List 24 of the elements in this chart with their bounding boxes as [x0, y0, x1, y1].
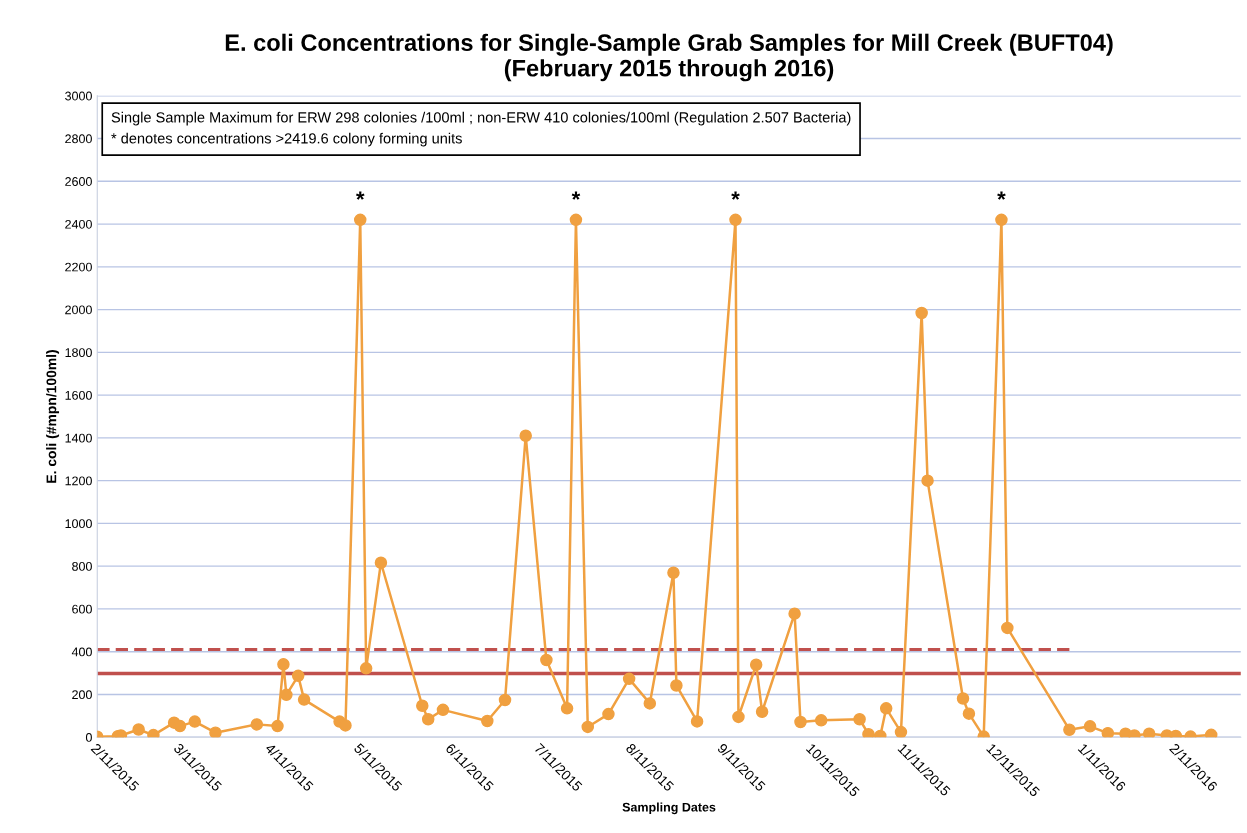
y-tick-label: 1600 [65, 390, 92, 400]
y-tick-label: 400 [71, 647, 92, 657]
y-tick-label: 1200 [65, 476, 92, 486]
y-tick-label: 2200 [65, 262, 92, 272]
annotation: * [731, 191, 740, 200]
annotation: Single Sample Maximum for ERW 298 colonies /100ml ; non-ERW 410 colonies/100ml (Regulation 2.507 Bacteria) * denotes concentrations >2419.6 colony forming units [111, 111, 851, 147]
annotation: * [997, 191, 1006, 200]
y-tick-label: 800 [72, 561, 92, 571]
x-axis-title: Sampling Dates [622, 802, 716, 815]
y-tick-label: 2600 [65, 177, 92, 186]
y-tick-label: 2800 [65, 134, 92, 144]
y-axis-title: E. coli (#mpn/100ml) [46, 350, 60, 483]
y-tick-label: 1400 [65, 433, 92, 443]
y-tick-label: 2000 [65, 305, 92, 315]
y-tick-label: 1800 [65, 348, 92, 358]
annotation: * [355, 191, 365, 200]
annotation: * [571, 191, 581, 200]
y-tick-label: 1000 [65, 519, 92, 529]
y-tick-label: 600 [72, 604, 92, 614]
y-tick-label: 3000 [65, 91, 92, 101]
chart-title: E. coli Concentrations for Single-Sample Grab Samples for Mill Creek (BUFT04) (February 2015 through 2016) [225, 33, 1113, 82]
y-tick-label: 0 [85, 733, 92, 742]
y-tick-label: 2400 [65, 219, 92, 229]
y-tick-label: 200 [72, 690, 92, 700]
